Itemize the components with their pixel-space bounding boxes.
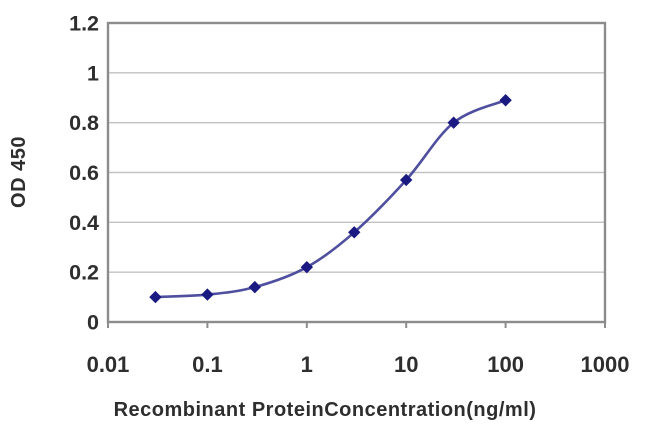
y-tick-label: 0.8 [69,111,99,135]
plot-border [106,21,607,324]
data-point-marker [499,94,512,107]
data-point-marker [149,290,162,304]
x-tick-label: 1 [301,352,313,377]
data-line [155,99,507,299]
x-tick-label: 10 [394,352,418,377]
data-point-marker [348,226,361,239]
x-tick-label: 100 [487,352,524,377]
data-point-marker [248,280,262,294]
y-tick-label: 0.6 [69,161,99,185]
x-tick-label: 0.01 [87,352,130,377]
y-tick-label: 0 [87,311,99,335]
x-tick-label: 0.1 [192,352,223,377]
x-axis-title: Recombinant ProteinConcentration(ng/ml) [113,399,537,421]
y-tick-label: 0.2 [69,261,99,285]
y-tick-label: 0.4 [69,211,99,235]
data-point-marker [447,116,460,129]
y-tick-label: 1.2 [69,12,99,36]
y-tick-label: 1 [87,61,99,85]
x-tick-label: 1000 [581,352,630,377]
data-point-marker [201,288,214,301]
data-point-marker [399,173,413,187]
y-axis-title: OD 450 [8,136,30,208]
data-point-marker [300,260,314,274]
